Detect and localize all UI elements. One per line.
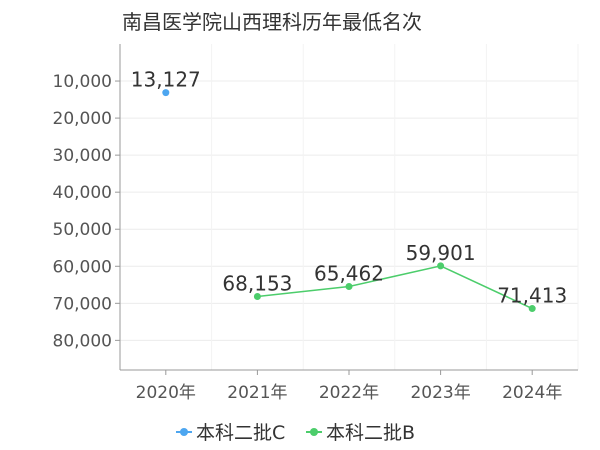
series-layer xyxy=(162,89,536,313)
y-tick-label: 80,000 xyxy=(53,331,112,351)
y-tick-label: 20,000 xyxy=(53,109,112,129)
data-label: 65,462 xyxy=(314,262,384,286)
data-point xyxy=(253,292,261,300)
data-point xyxy=(528,305,536,313)
grid-layer xyxy=(119,44,579,370)
y-tick-label: 40,000 xyxy=(53,183,112,203)
data-label: 59,901 xyxy=(406,241,476,265)
x-tick-label: 2024年 xyxy=(502,383,562,403)
chart-title: 南昌医学院山西理科历年最低名次 xyxy=(122,10,422,34)
legend-label: 本科二批B xyxy=(326,422,416,444)
data-label: 13,127 xyxy=(131,68,201,92)
x-tick-label: 2023年 xyxy=(410,383,470,403)
x-tick-label: 2022年 xyxy=(319,383,379,403)
x-tick-label: 2020年 xyxy=(136,383,196,403)
y-tick-label: 10,000 xyxy=(53,72,112,92)
y-tick-label: 30,000 xyxy=(53,146,112,166)
legend-label: 本科二批C xyxy=(196,422,286,444)
legend-item[interactable]: 本科二批B xyxy=(306,418,415,445)
legend: 本科二批C 本科二批B xyxy=(0,418,600,448)
data-label: 71,413 xyxy=(497,284,567,308)
legend-swatch-icon xyxy=(176,425,192,439)
y-tick-label: 70,000 xyxy=(53,294,112,314)
y-tick-label: 50,000 xyxy=(53,220,112,240)
y-tick-label: 60,000 xyxy=(53,257,112,277)
data-label: 68,153 xyxy=(222,271,292,295)
legend-item[interactable]: 本科二批C xyxy=(176,418,285,445)
data-point xyxy=(162,89,170,97)
data-point xyxy=(345,283,353,291)
data-label-layer: 13,127 68,153 65,462 59,901 71,413 xyxy=(131,68,567,308)
series-line-1 xyxy=(257,265,533,310)
axis-layer: 10,000 20,000 30,000 40,000 50,000 60,000 70,0… xyxy=(53,44,578,403)
data-point xyxy=(437,262,445,270)
legend-swatch-icon xyxy=(306,425,322,439)
x-tick-label: 2021年 xyxy=(227,383,287,403)
